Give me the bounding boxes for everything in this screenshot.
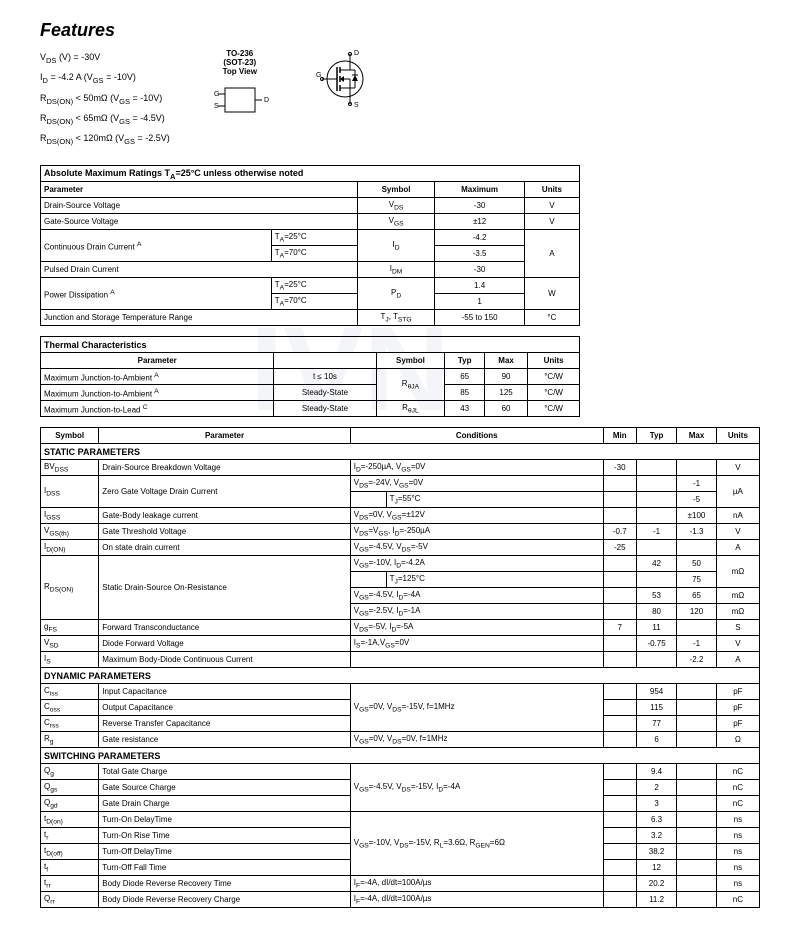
- static-title: STATIC PARAMETERS: [41, 444, 760, 460]
- thermal-title: Thermal Characteristics: [41, 337, 580, 353]
- svg-text:S: S: [354, 102, 359, 109]
- dynamic-title: DYNAMIC PARAMETERS: [41, 668, 760, 684]
- power-v1: 1.4: [435, 278, 524, 294]
- power-symbol: PD: [357, 278, 435, 310]
- svg-text:D: D: [354, 50, 359, 57]
- drain-cond1: TA=25°C: [271, 230, 357, 246]
- pkg-line1: TO-236: [226, 49, 253, 58]
- pkg-line2: (SOT-23): [223, 58, 256, 67]
- params-table: SymbolParameterConditionsMinTypMaxUnits …: [40, 427, 760, 908]
- absmax-title: Absolute Maximum Ratings TA=25°C unless …: [41, 166, 580, 182]
- junction-max: -55 to 150: [435, 310, 524, 326]
- pkg-line3: Top View: [223, 67, 257, 76]
- svg-text:G: G: [214, 91, 219, 98]
- pulsed-max: -30: [435, 262, 524, 278]
- junction-units: °C: [524, 310, 579, 326]
- drain-units: A: [524, 230, 579, 278]
- junction-symbol: TJ, TSTG: [357, 310, 435, 326]
- power-param: Power Dissipation A: [41, 278, 272, 310]
- drain-v1: -4.2: [435, 230, 524, 246]
- package-diagram: TO-236 (SOT-23) Top View G S D: [210, 49, 270, 150]
- pulsed-symbol: IDM: [357, 262, 435, 278]
- switching-title: SWITCHING PARAMETERS: [41, 748, 760, 764]
- thermal-table: Thermal Characteristics ParameterSymbolT…: [40, 336, 580, 417]
- col-symbol: Symbol: [357, 182, 435, 198]
- col-max: Maximum: [435, 182, 524, 198]
- junction-param: Junction and Storage Temperature Range: [41, 310, 358, 326]
- power-cond1: TA=25°C: [271, 278, 357, 294]
- svg-text:D: D: [264, 97, 269, 104]
- drain-v2: -3.5: [435, 246, 524, 262]
- pulsed-param: Pulsed Drain Current: [41, 262, 358, 278]
- features-section: VDS (V) = -30VID = -4.2 A (VGS = -10V)RD…: [40, 49, 760, 150]
- abs-max-table: Absolute Maximum Ratings TA=25°C unless …: [40, 165, 580, 326]
- power-units: W: [524, 278, 579, 310]
- drain-param: Continuous Drain Current A: [41, 230, 272, 262]
- mosfet-symbol: D S G: [310, 49, 380, 150]
- drain-cond2: TA=70°C: [271, 246, 357, 262]
- power-v2: 1: [435, 294, 524, 310]
- power-cond2: TA=70°C: [271, 294, 357, 310]
- col-units: Units: [524, 182, 579, 198]
- features-list: VDS (V) = -30VID = -4.2 A (VGS = -10V)RD…: [40, 49, 170, 150]
- page-title: Features: [40, 20, 760, 41]
- col-param: Parameter: [41, 182, 358, 198]
- svg-text:G: G: [316, 72, 321, 79]
- svg-text:S: S: [214, 103, 219, 110]
- drain-symbol: ID: [357, 230, 435, 262]
- sot23-icon: G S D: [210, 80, 270, 120]
